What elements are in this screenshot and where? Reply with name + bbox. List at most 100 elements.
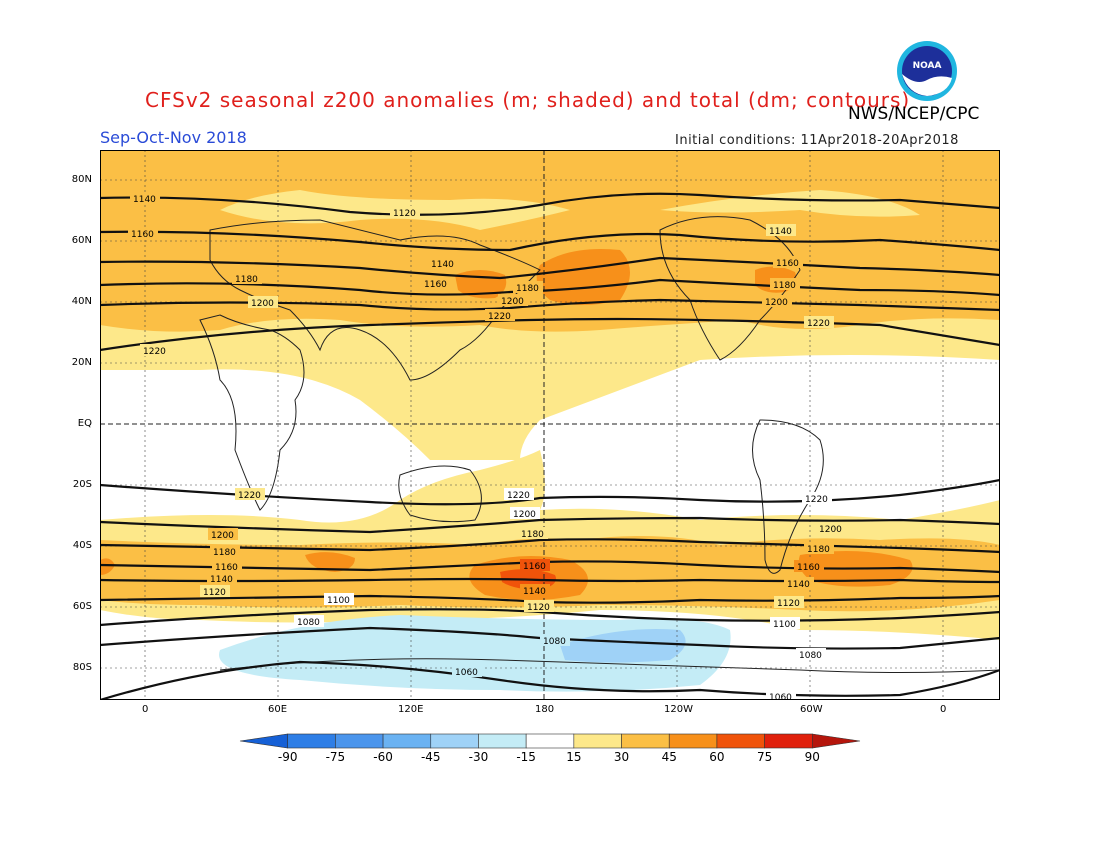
latitude-labels: 80N 60N 40N 20N EQ 20S 40S 60S 80S <box>66 150 96 700</box>
contour-label-1140-b: 1140 <box>428 257 458 270</box>
lat-label-eq: EQ <box>77 418 92 429</box>
colorbar-tick-label: 30 <box>614 750 629 764</box>
colorbar-segment <box>478 733 527 749</box>
contour-label-1160-f: 1160 <box>794 560 824 573</box>
coastlines <box>199 216 1000 673</box>
svg-text:1220: 1220 <box>807 319 830 329</box>
contour-label-1220-b: 1220 <box>804 316 834 329</box>
map-panel: 1140 1120 1160 1140 1180 1200 1160 1140 … <box>100 150 1000 700</box>
svg-text:1220: 1220 <box>238 491 261 501</box>
svg-text:1180: 1180 <box>521 530 544 540</box>
contour-label-1200-f: 1200 <box>816 522 846 535</box>
colorbar-tick-labels: -90 -75 -60 -45 -30 -15 15 30 45 60 75 90 <box>278 750 820 764</box>
svg-text:1220: 1220 <box>488 312 511 322</box>
colorbar-segment <box>573 733 622 749</box>
australia-outline <box>398 465 482 523</box>
antarctica-outline <box>219 658 1000 673</box>
contour-label-1220-c: 1220 <box>140 344 170 357</box>
contour-label-1220-f: 1220 <box>802 492 832 505</box>
colorbar-segment <box>335 733 384 749</box>
colorbar-segment <box>287 733 336 749</box>
contour-label-1140-a: 1140 <box>130 192 160 205</box>
svg-text:1220: 1220 <box>507 491 530 501</box>
contour-label-1160-c: 1160 <box>773 256 803 269</box>
colorbar-segment <box>668 733 718 749</box>
colorbar-segment <box>764 733 813 749</box>
map-frame <box>100 150 1000 700</box>
svg-text:1220: 1220 <box>143 347 166 357</box>
svg-text:1080: 1080 <box>799 651 822 661</box>
contour-label-1220-e: 1220 <box>504 488 534 501</box>
colorbar-tick-label: 60 <box>709 750 724 764</box>
lon-label-0-east: 0 <box>940 704 947 715</box>
contour-label-1160-d: 1160 <box>212 560 242 573</box>
contour-label-1060-b: 1060 <box>766 691 796 700</box>
contour-label-1140-c: 1140 <box>766 224 796 237</box>
colorbar-tick-label: -90 <box>278 750 298 764</box>
colorbar: -90 -75 -60 -45 -30 -15 15 30 45 60 75 90 <box>239 733 861 764</box>
lat-label-20n: 20N <box>71 357 92 368</box>
svg-text:1160: 1160 <box>215 563 238 573</box>
svg-text:1140: 1140 <box>210 575 233 585</box>
season-label: Sep-Oct-Nov 2018 <box>100 128 247 147</box>
lon-label-0-west: 0 <box>142 704 149 715</box>
colorbar-segment <box>621 733 670 749</box>
colorbar-tick-label: -15 <box>516 750 536 764</box>
contour-label-1080-a: 1080 <box>294 615 324 628</box>
colorbar-tick-label: -45 <box>421 750 441 764</box>
svg-text:1060: 1060 <box>455 668 478 678</box>
colorbar-segment <box>716 733 765 749</box>
contour-label-1220-a: 1220 <box>485 309 515 322</box>
colorbar-tick-label: 90 <box>805 750 820 764</box>
contour-label-1160-b: 1160 <box>421 277 451 290</box>
contour-label-1180-e: 1180 <box>518 527 548 540</box>
lat-label-20s: 20S <box>72 479 92 490</box>
svg-text:1180: 1180 <box>235 275 258 285</box>
eurasia-outline <box>209 219 541 381</box>
lon-label-60e: 60E <box>268 704 288 715</box>
colorbar-segment <box>430 733 479 749</box>
colorbar-segments <box>239 733 861 749</box>
agency-label: NWS/NCEP/CPC <box>848 104 980 124</box>
contour-label-1180-a: 1180 <box>232 272 262 285</box>
colorbar-segment <box>382 733 432 749</box>
lat-label-60s: 60S <box>72 601 92 612</box>
contour-label-1080-b: 1080 <box>540 634 570 647</box>
contour-label-1200-a: 1200 <box>248 296 278 309</box>
contour-label-1060-a: 1060 <box>452 665 482 678</box>
contour-label-1200-e: 1200 <box>510 507 540 520</box>
svg-text:1160: 1160 <box>523 562 546 572</box>
contour-label-1120-c: 1120 <box>524 600 554 613</box>
svg-text:1140: 1140 <box>787 580 810 590</box>
svg-text:1200: 1200 <box>513 510 536 520</box>
colorbar-tick-label: 75 <box>757 750 772 764</box>
svg-text:1120: 1120 <box>203 588 226 598</box>
svg-text:1080: 1080 <box>297 618 320 628</box>
svg-text:1160: 1160 <box>131 230 154 240</box>
contour-label-1200-d: 1200 <box>208 528 238 541</box>
colorbar-tick-label: 45 <box>662 750 677 764</box>
colorbar-arrow-high <box>812 733 861 749</box>
colorbar-arrow-low <box>239 733 288 749</box>
svg-text:1200: 1200 <box>251 299 274 309</box>
lat-label-60n: 60N <box>71 235 92 246</box>
colorbar-tick-label: -60 <box>373 750 393 764</box>
graticule <box>100 150 1000 700</box>
contour-label-1100-a: 1100 <box>324 593 354 606</box>
contour-labels: 1140 1120 1160 1140 1180 1200 1160 1140 … <box>128 192 846 700</box>
contour-label-1160-a: 1160 <box>128 227 158 240</box>
svg-text:1180: 1180 <box>773 281 796 291</box>
svg-text:1080: 1080 <box>543 637 566 647</box>
svg-text:1180: 1180 <box>516 284 539 294</box>
contour-label-1080-c: 1080 <box>796 648 826 661</box>
colorbar-segment <box>525 733 575 749</box>
contour-label-1160-e: 1160 <box>520 559 550 572</box>
contour-label-1140-d: 1140 <box>207 572 237 585</box>
svg-text:1120: 1120 <box>393 209 416 219</box>
contour-label-1220-d: 1220 <box>235 488 265 501</box>
longitude-labels: 0 60E 120E 180 120W 60W 0 <box>100 704 1000 720</box>
svg-text:1140: 1140 <box>769 227 792 237</box>
noaa-logo: NOAA <box>897 41 957 101</box>
contour-label-1180-c: 1180 <box>770 278 800 291</box>
logo-text: NOAA <box>913 61 942 71</box>
